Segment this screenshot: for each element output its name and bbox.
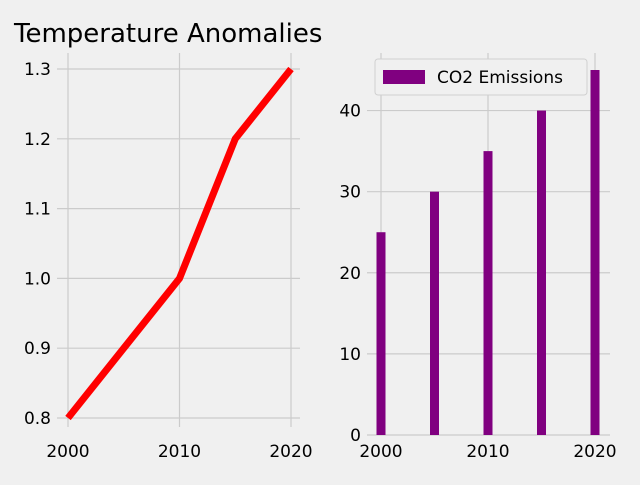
y-tick-label-10: 10 <box>339 345 361 365</box>
y-tick-label-30: 30 <box>339 183 361 203</box>
bar-2005 <box>430 191 439 435</box>
bar-2010 <box>483 151 493 435</box>
x-tick-label-2010: 2010 <box>158 442 201 462</box>
legend-swatch-co2 <box>383 70 425 84</box>
x-tick-label-2010: 2010 <box>466 442 509 462</box>
x-tick-label-2000: 2000 <box>46 442 89 462</box>
y-tick-label-0: 0 <box>350 426 361 446</box>
y-tick-label-0-9: 0.9 <box>24 339 51 359</box>
bar-2015 <box>537 110 546 436</box>
y-tick-label-1-2: 1.2 <box>24 130 51 150</box>
series-line-temperature <box>65 66 294 421</box>
bar-2000 <box>376 232 386 435</box>
y-tick-label-1-0: 1.0 <box>24 269 51 289</box>
x-tick-label-2020: 2020 <box>269 442 312 462</box>
y-tick-label-0-8: 0.8 <box>24 409 51 429</box>
chart-title: Temperature Anomalies <box>13 19 322 49</box>
y-tick-label-1-3: 1.3 <box>24 60 51 80</box>
legend-label-co2: CO2 Emissions <box>437 68 563 88</box>
legend: CO2 Emissions <box>374 58 588 96</box>
x-tick-label-2000: 2000 <box>359 442 402 462</box>
legend-frame <box>374 58 588 96</box>
y-tick-label-20: 20 <box>339 264 361 284</box>
bar-2020 <box>590 70 600 435</box>
y-tick-label-40: 40 <box>339 102 361 122</box>
y-tick-label-1-1: 1.1 <box>24 200 51 220</box>
x-tick-label-2020: 2020 <box>573 442 616 462</box>
